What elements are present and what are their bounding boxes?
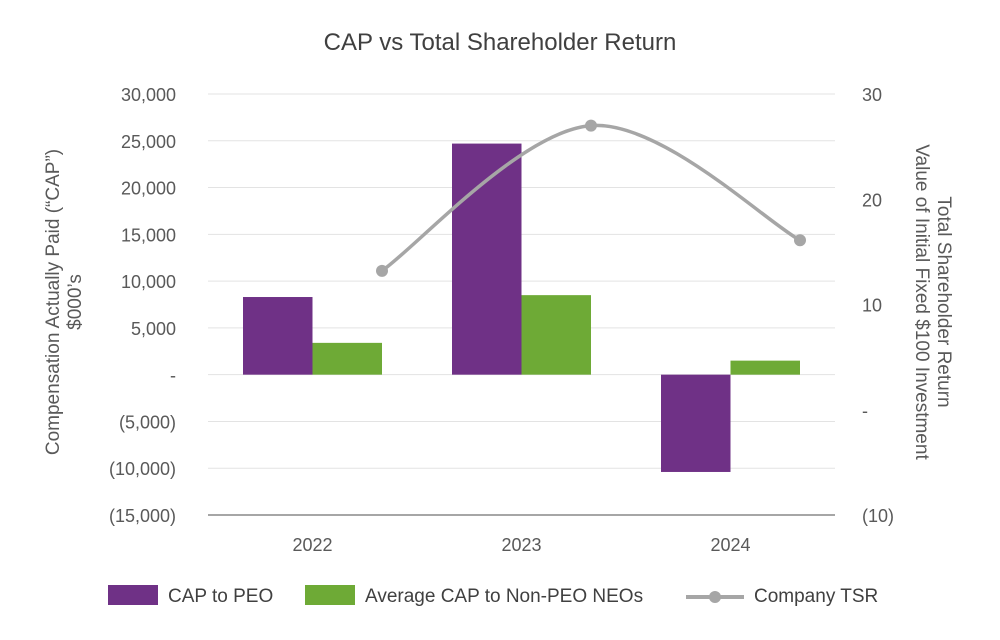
legend-label-avg-cap-non-peo: Average CAP to Non-PEO NEOs — [365, 586, 643, 607]
bar-cap-to-peo-2024 — [661, 374, 731, 472]
left-tick-label: 10,000 — [121, 272, 176, 292]
legend-swatch-cap-to-peo — [108, 585, 158, 605]
right-axis-title-line1: Total Shareholder Return — [933, 196, 954, 407]
bar-cap-to-peo-2022 — [243, 297, 313, 375]
legend-swatch-avg-cap-non-peo — [305, 585, 355, 605]
left-axis-ticks: 30,000 25,000 20,000 15,000 10,000 5,000 - (5,0… — [109, 85, 176, 526]
left-axis-title-line1: Compensation Actually Paid (“CAP”) — [43, 149, 64, 455]
bar-average-cap-to-non-peo-neos-2024 — [730, 360, 800, 375]
right-axis-title-line2: Value of Initial Fixed $100 Investment — [911, 144, 932, 460]
left-tick-label: 15,000 — [121, 225, 176, 245]
right-tick-label: 20 — [862, 190, 882, 210]
x-axis-ticks: 2022 2023 2024 — [292, 535, 750, 555]
left-tick-label: 30,000 — [121, 85, 176, 105]
chart-title: CAP vs Total Shareholder Return — [324, 29, 677, 56]
right-tick-label: (10) — [862, 506, 894, 526]
right-axis-ticks: 30 20 10 - (10) — [862, 85, 894, 526]
legend-label-company-tsr: Company TSR — [754, 586, 878, 607]
tsr-line-layer — [376, 119, 806, 277]
right-tick-label: 30 — [862, 85, 882, 105]
left-tick-label: (5,000) — [119, 412, 176, 432]
left-tick-label: 5,000 — [131, 319, 176, 339]
legend: CAP to PEO Average CAP to Non-PEO NEOs C… — [108, 585, 878, 607]
left-axis-title-line2: $000’s — [65, 274, 86, 330]
company-tsr-point-2022 — [376, 264, 388, 277]
legend-label-cap-to-peo: CAP to PEO — [168, 586, 273, 607]
company-tsr-point-2024 — [794, 234, 806, 247]
legend-marker-company-tsr — [709, 591, 721, 603]
left-tick-label: 25,000 — [121, 132, 176, 152]
bar-average-cap-to-non-peo-neos-2022 — [312, 342, 382, 375]
x-tick-label: 2023 — [501, 535, 541, 555]
left-tick-label: 20,000 — [121, 179, 176, 199]
left-tick-label: (15,000) — [109, 506, 176, 526]
right-tick-label: 10 — [862, 296, 882, 316]
x-tick-label: 2022 — [292, 535, 332, 555]
left-tick-label: (10,000) — [109, 459, 176, 479]
bars — [243, 143, 800, 472]
right-tick-label: - — [862, 401, 868, 421]
x-tick-label: 2024 — [710, 535, 750, 555]
bar-average-cap-to-non-peo-neos-2023 — [521, 295, 591, 375]
company-tsr-line — [381, 123, 801, 273]
left-tick-label: - — [170, 366, 176, 386]
company-tsr-point-2023 — [585, 119, 597, 132]
